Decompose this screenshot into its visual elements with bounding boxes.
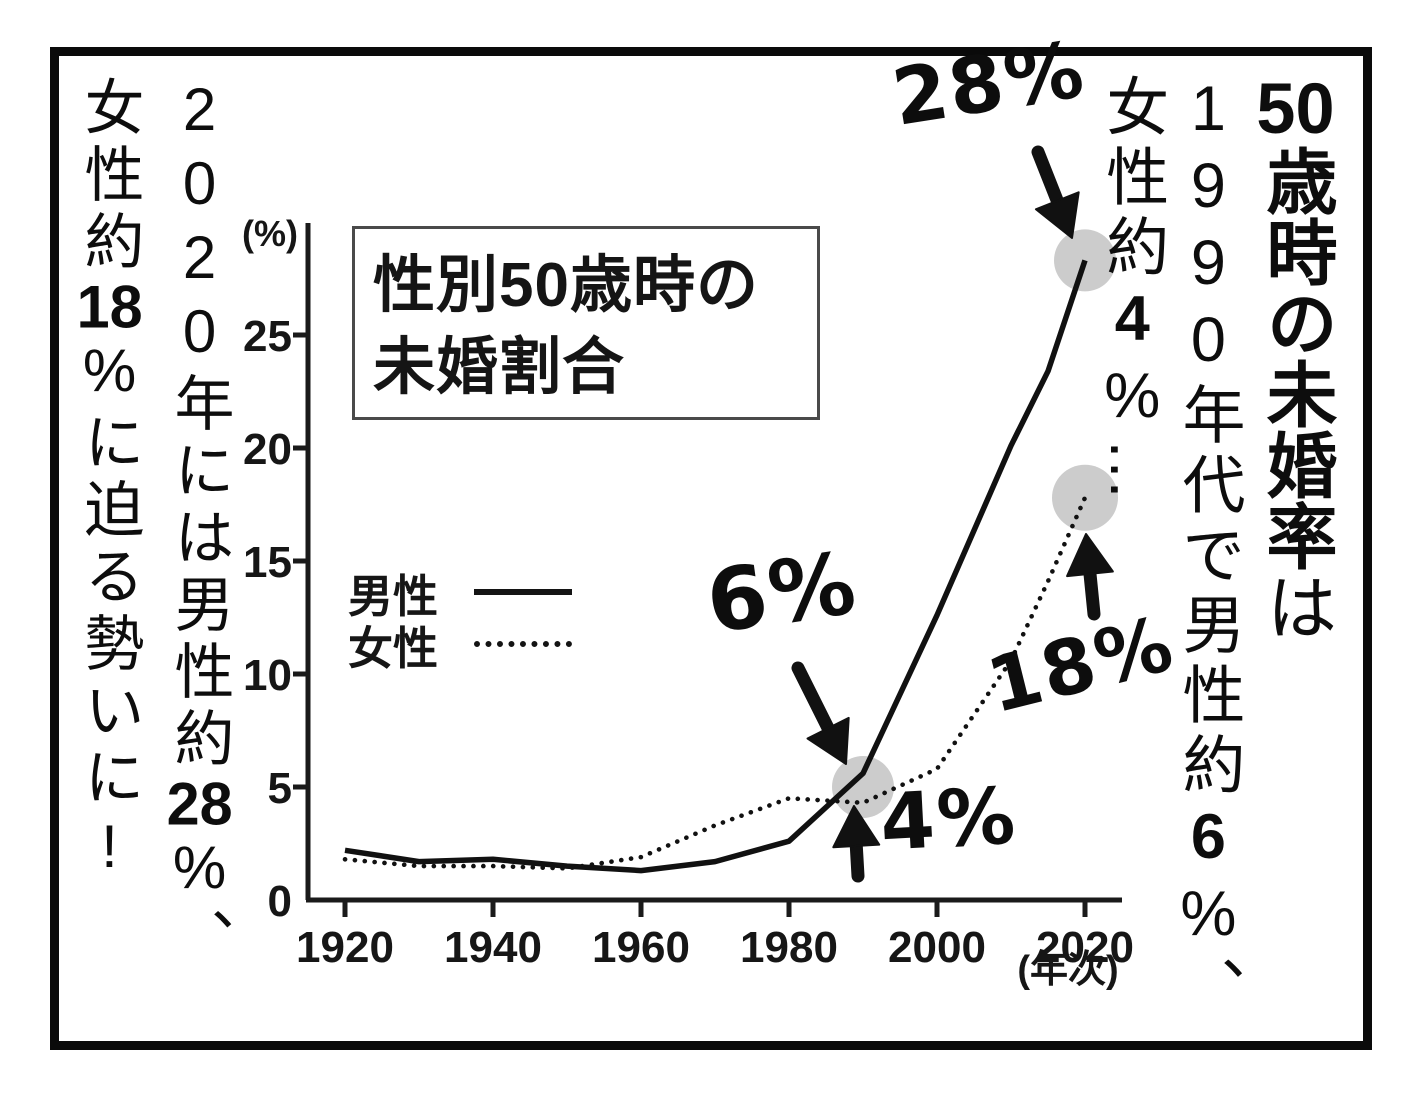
text-segment: は (1255, 571, 1335, 642)
text-segment: 1990年代で男性約 (1173, 74, 1244, 802)
x-tick-label: 1980 (740, 923, 838, 972)
vertical-text-column-3: 女性約4%… (1094, 74, 1170, 1034)
legend-label: 女性 (348, 622, 439, 674)
chart-title-line-1: 性別50歳時の (373, 251, 759, 320)
annotation-arrows (791, 145, 1114, 883)
y-tick-label: 0 (268, 877, 292, 926)
annotation-label: 28% (887, 25, 1091, 144)
vertical-text-column-1: 2020年には男性約28%、 (154, 76, 244, 1036)
text-segment: 6 (1173, 802, 1244, 879)
vertical-text-column-2: 1990年代で男性約6%、 (1170, 74, 1246, 1034)
text-segment: 女性約 (76, 76, 143, 277)
text-segment: … (1097, 438, 1168, 508)
arrow-head (1066, 533, 1114, 578)
series-line-solid (344, 259, 1088, 874)
text-segment: %、 (166, 834, 233, 975)
x-tick-label: 1920 (296, 923, 394, 972)
x-axis-unit-label: (年次) (1017, 949, 1118, 991)
annotation-label: 4% (878, 772, 1019, 869)
annotation-label: 6% (701, 533, 863, 653)
tick-marks (293, 332, 1088, 917)
x-tick-label: 1960 (592, 923, 690, 972)
y-tick-label: 5 (268, 764, 292, 813)
arrow-head (806, 716, 850, 765)
x-tick-label: 2020 (1036, 923, 1134, 972)
text-segment: %、 (1173, 879, 1244, 1026)
arrow-shaft (1031, 145, 1067, 215)
text-segment: 28 (166, 774, 233, 834)
text-segment: 18 (76, 277, 143, 337)
y-tick-label: 10 (243, 651, 292, 700)
arrow-shaft (791, 661, 839, 742)
text-segment: %に迫る勢いに! (76, 337, 143, 887)
text-segment: 年には男性約 (166, 372, 233, 774)
chart-title-box: 性別50歳時の 未婚割合 (352, 226, 820, 420)
legend-line-dotted (474, 641, 572, 647)
text-segment: 歳時の未婚率 (1255, 145, 1335, 571)
series-line-dotted (342, 495, 1088, 871)
chart-title-line-2: 未婚割合 (373, 333, 626, 403)
text-segment: 4 (1097, 284, 1168, 361)
x-tick-label: 1940 (444, 923, 542, 972)
legend-row-dotted: 女性 (348, 618, 572, 674)
left-commentary: 2020年には男性約28%、 女性約18%に迫る勢いに! (64, 76, 244, 1036)
vertical-text-column-1: 50歳時の未婚率は (1246, 74, 1343, 1034)
vertical-text-column-2: 女性約18%に迫る勢いに! (64, 76, 154, 1036)
x-tick-label: 2000 (888, 923, 986, 972)
chart-legend: 男性 女性 (348, 566, 572, 674)
legend-line-solid (474, 589, 572, 595)
y-tick-label: 25 (243, 312, 292, 361)
arrow-head (832, 805, 881, 849)
arrow-head (1034, 191, 1080, 239)
y-tick-label: 15 (243, 538, 292, 587)
right-commentary: 50歳時の未婚率は 1990年代で男性約6%、 女性約4%… (1094, 74, 1343, 1034)
panel-border (50, 47, 1372, 1050)
text-segment: 50 (1256, 74, 1335, 145)
tick-labels: 0 5 10 15 20 25 1920 1940 1960 1980 2000 2020 (%) (年次… (242, 213, 1134, 991)
y-axis-unit-label: (%) (242, 213, 298, 254)
legend-row-solid: 男性 (348, 566, 572, 622)
legend-label: 男性 (348, 570, 439, 622)
y-tick-label: 20 (243, 425, 292, 474)
text-segment: % (1097, 361, 1168, 438)
text-segment: 2020 (166, 76, 233, 372)
text-segment: 女性約 (1097, 74, 1168, 284)
